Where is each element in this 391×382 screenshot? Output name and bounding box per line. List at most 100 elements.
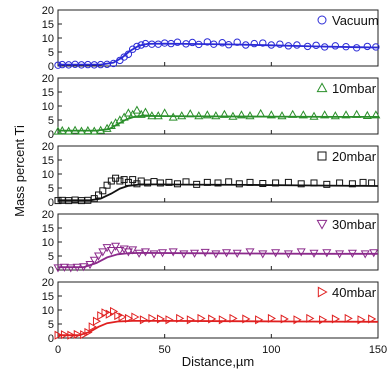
y-tick-label: 15 [42,155,54,167]
data-point [190,249,200,258]
data-point [64,126,74,135]
data-point [256,108,266,118]
data-point [168,248,178,257]
data-point [84,327,93,337]
data-point [88,322,97,332]
data-point [94,252,104,261]
data-point [258,250,268,259]
data-point [115,115,125,124]
data-point [218,39,226,47]
legend-label: 10mbar [332,81,377,96]
data-point [148,313,157,323]
data-point [109,59,118,68]
data-point [80,330,89,340]
y-tick-label: 10 [42,237,54,249]
data-point [309,249,319,258]
data-point [89,256,99,265]
data-point [293,315,302,325]
data-point [211,250,221,259]
legend-marker [316,82,328,93]
data-point [224,41,233,49]
panel-5: 0 5 10 15 20 0 50 100 150 40mbar [42,277,387,356]
data-point [219,109,229,118]
data-point [280,314,289,324]
data-point [111,242,121,251]
y-tick-label: 5 [48,319,54,331]
data-point [250,39,258,48]
legend-marker [316,219,328,230]
legend-label: 30mbar [332,217,377,232]
data-point [347,249,357,258]
data-point [72,263,82,272]
data-point [83,125,93,135]
data-point [59,263,69,272]
legend-label: 40mbar [332,285,377,300]
y-tick-label: 0 [48,333,54,345]
data-point [341,110,351,119]
data-point [128,109,138,118]
data-point [156,179,164,187]
y-tick-label: 15 [42,87,54,99]
data-point [185,109,195,118]
data-point [210,40,218,48]
data-point [348,180,356,188]
data-point [309,111,319,120]
data-point [129,176,137,184]
y-tick-label: 15 [42,291,54,303]
x-tick-label: 150 [369,344,387,356]
data-point [245,111,255,120]
data-point [136,109,146,118]
data-point [259,39,267,47]
data-point [303,42,312,51]
y-tick-label: 20 [42,277,54,289]
data-point [85,260,95,270]
x-tick-label: 0 [55,344,61,356]
data-point [79,263,89,272]
data-point [368,314,377,324]
data-point [98,248,108,257]
data-point [188,38,197,47]
panel-3: 0 5 10 15 20 20mbar [42,141,379,209]
panel-frame [57,77,379,135]
data-point [371,110,381,119]
data-point [106,246,116,256]
fit-curve [58,320,379,337]
legend-marker [317,15,327,25]
data-point [235,180,243,188]
data-point [203,38,212,46]
data-point [102,244,112,253]
data-point [297,180,305,188]
data-point [73,329,82,339]
data-point [110,306,119,316]
data-point [330,111,340,120]
y-tick-label: 15 [42,19,54,31]
data-point [133,42,141,51]
data-point [160,108,170,117]
data-point [70,125,80,134]
data-point [363,42,372,51]
data-point [283,250,293,259]
data-point [200,248,210,258]
data-point [132,105,142,114]
data-point [156,314,166,324]
data-point [271,249,281,258]
data-point [284,178,292,186]
data-point [214,179,222,187]
legend-marker [317,151,327,161]
data-point [359,178,367,186]
data-point [293,41,301,49]
data-point [119,112,129,121]
data-point [372,43,380,51]
y-tick-label: 0 [48,197,54,209]
data-point [320,110,330,119]
data-point [115,246,125,256]
data-point [242,314,251,324]
data-point [222,249,232,258]
panel-1: 0 5 10 15 20 Vacuum [42,5,380,73]
data-point [276,40,284,48]
data-point [229,313,238,323]
data-point [90,195,98,203]
data-point [158,249,168,258]
y-tick-label: 20 [42,209,54,221]
